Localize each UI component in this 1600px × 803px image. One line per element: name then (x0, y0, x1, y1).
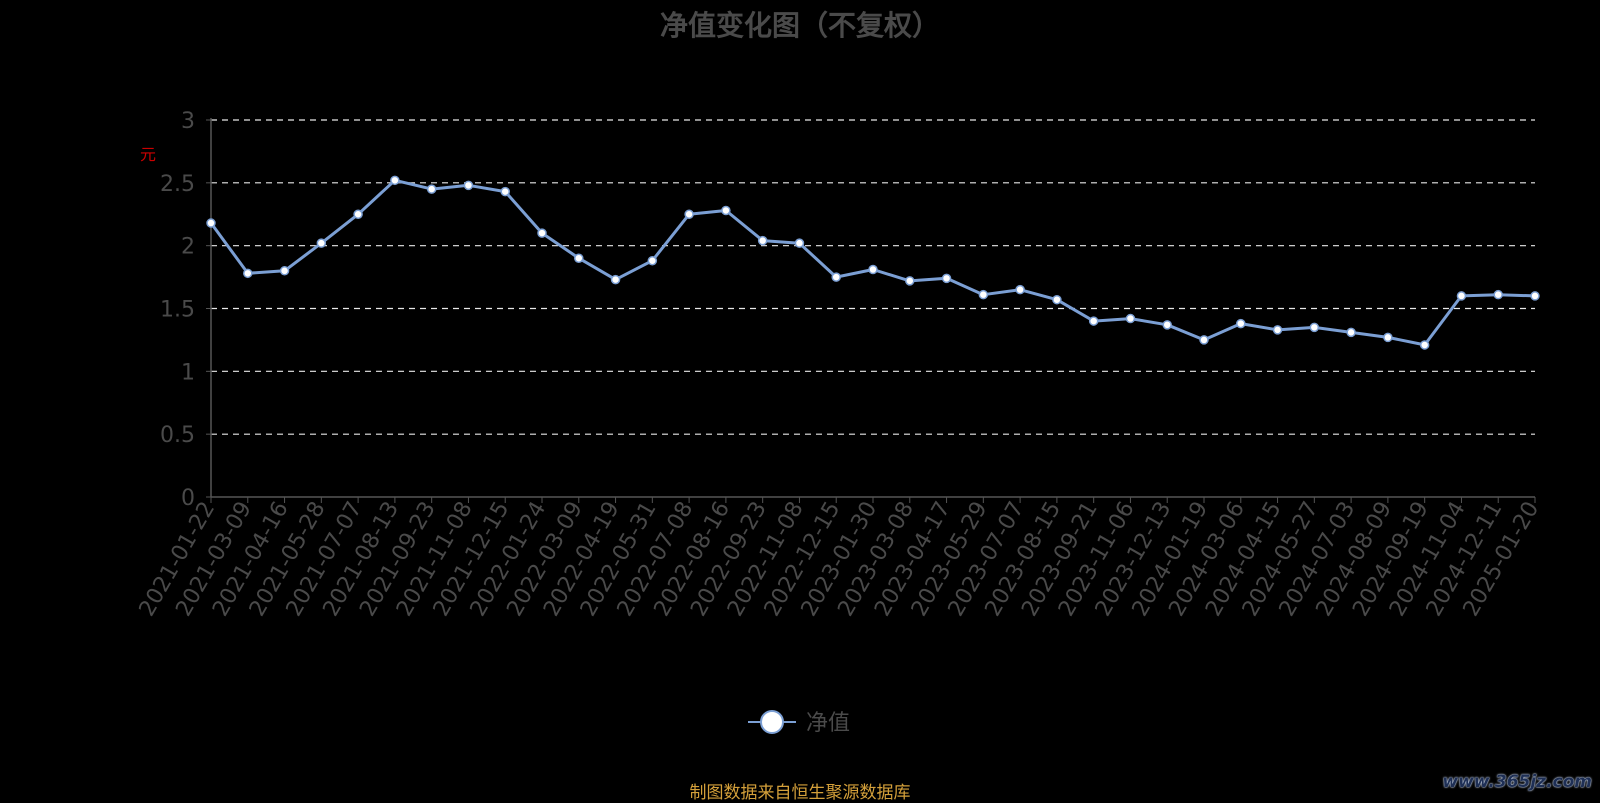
data-point[interactable] (721, 205, 731, 216)
series-jingzhi (206, 175, 1540, 350)
data-point[interactable] (206, 218, 216, 228)
y-tick-labels: 0 0.5 1 1.5 2 2.5 3 (160, 109, 195, 511)
legend-marker (760, 710, 784, 734)
data-point[interactable] (1015, 284, 1025, 295)
watermark: www.365jz.com (1442, 772, 1592, 792)
data-point[interactable] (1162, 320, 1172, 330)
data-point[interactable] (1419, 340, 1430, 350)
series-line (209, 178, 1536, 347)
data-point[interactable] (831, 272, 841, 282)
data-point[interactable] (316, 238, 327, 248)
data-point[interactable] (941, 273, 952, 284)
legend[interactable]: 净值 (748, 710, 850, 736)
legend-label: 净值 (806, 711, 850, 736)
data-point[interactable] (1125, 313, 1136, 324)
data-point[interactable] (978, 289, 989, 300)
data-point[interactable] (1309, 322, 1320, 333)
data-point[interactable] (574, 253, 584, 263)
data-point[interactable] (426, 184, 437, 194)
y-tick-label: 2.5 (160, 172, 195, 197)
data-point[interactable] (243, 268, 253, 279)
y-tick-label: 3 (181, 109, 195, 134)
data-point[interactable] (1456, 291, 1467, 301)
data-point[interactable] (279, 266, 290, 276)
data-point[interactable] (353, 209, 363, 219)
data-point[interactable] (1272, 325, 1283, 335)
data-point[interactable] (1346, 327, 1356, 338)
data-point[interactable] (463, 180, 474, 191)
data-point[interactable] (1493, 289, 1503, 300)
chart-title: 净值变化图（不复权） (659, 9, 940, 42)
data-point[interactable] (905, 276, 915, 286)
x-tick-labels: 2021-01-222021-03-092021-04-162021-05-28… (135, 497, 1545, 620)
data-point[interactable] (1052, 294, 1062, 305)
data-point[interactable] (1530, 291, 1540, 301)
y-tick-label: 1.5 (160, 298, 195, 323)
y-tick-label: 0.5 (160, 423, 195, 448)
grid-lines (206, 119, 1535, 498)
data-point[interactable] (684, 209, 694, 219)
y-tick-label: 1 (181, 360, 195, 385)
data-point[interactable] (1236, 318, 1246, 329)
data-point[interactable] (647, 255, 658, 266)
data-point[interactable] (1199, 335, 1209, 345)
data-point[interactable] (794, 238, 805, 248)
y-axis-label: 元 (140, 145, 156, 164)
y-tick-label: 2 (181, 235, 195, 260)
data-source-note: 制图数据来自恒生聚源数据库 (689, 783, 911, 803)
y-tick-label: 0 (181, 486, 195, 511)
data-point[interactable] (390, 175, 400, 186)
data-point[interactable] (868, 264, 878, 275)
data-point[interactable] (500, 186, 510, 197)
data-point[interactable] (1088, 316, 1099, 326)
data-point[interactable] (610, 274, 621, 285)
data-point[interactable] (537, 228, 547, 238)
data-point[interactable] (1383, 332, 1393, 343)
data-point[interactable] (757, 235, 768, 246)
axes (210, 118, 1536, 503)
